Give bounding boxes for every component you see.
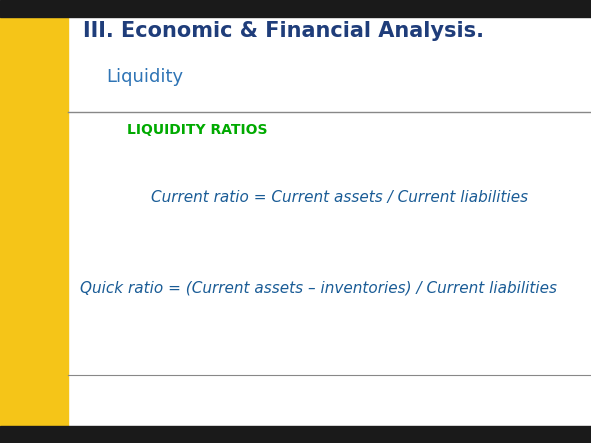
Text: Quick ratio = (Current assets – inventories) / Current liabilities: Quick ratio = (Current assets – inventor…	[80, 280, 557, 295]
Text: LIQUIDITY RATIOS: LIQUIDITY RATIOS	[127, 123, 268, 137]
Bar	[0, 0, 591, 17]
Text: Liquidity: Liquidity	[106, 68, 183, 86]
Bar	[0, 17, 68, 426]
Bar	[0, 426, 591, 443]
Text: III. Economic & Financial Analysis.: III. Economic & Financial Analysis.	[83, 21, 484, 41]
Text: COMILLAS: COMILLAS	[12, 386, 56, 395]
Text: Current ratio = Current assets / Current liabilities: Current ratio = Current assets / Current…	[151, 190, 528, 205]
